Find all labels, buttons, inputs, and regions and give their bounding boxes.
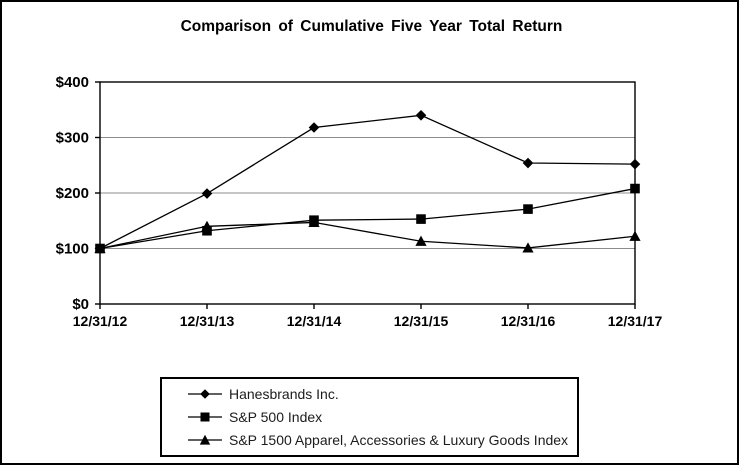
chart-legend: Hanesbrands Inc. S&P 500 Index S&P 1500 … [160, 377, 579, 457]
legend-item-sp500: S&P 500 Index [188, 409, 577, 425]
y-axis-label: $0 [72, 296, 89, 313]
triangle-marker [415, 235, 427, 246]
square-marker [630, 183, 640, 194]
y-axis-label: $300 [56, 130, 89, 147]
x-axis-label: 12/31/12 [73, 313, 128, 329]
triangle-marker [522, 242, 534, 253]
y-axis-label: $100 [56, 241, 89, 258]
diamond-marker [415, 110, 427, 121]
series-line-square [99, 187, 636, 250]
square-marker [523, 204, 533, 214]
square-marker [95, 243, 105, 254]
triangle-marker [629, 230, 641, 241]
y-axis-label: $400 [56, 74, 89, 91]
series-line-diamond [99, 114, 636, 250]
square-marker [309, 215, 319, 225]
x-axis-label: 12/31/15 [394, 313, 449, 329]
y-axis-label: $200 [56, 185, 89, 202]
diamond-marker [201, 188, 213, 199]
diamond-marker [522, 157, 534, 169]
chart-title: Comparison of Cumulative Five Year Total… [180, 18, 563, 35]
legend-item-hanesbrands: Hanesbrands Inc. [188, 386, 577, 402]
x-axis-label: 12/31/17 [608, 313, 663, 329]
diamond-marker [308, 122, 320, 133]
x-axis-label: 12/31/16 [501, 313, 556, 329]
x-axis-label: 12/31/13 [180, 313, 235, 329]
square-marker [202, 225, 212, 236]
legend-label: S&P 500 Index [229, 409, 323, 425]
series-line-triangle [99, 221, 636, 250]
legend-item-sp1500-apparel: S&P 1500 Apparel, Accessories & Luxury G… [188, 432, 577, 448]
legend-label: S&P 1500 Apparel, Accessories & Luxury G… [229, 432, 569, 448]
triangle-marker-icon [188, 434, 222, 445]
x-axis-label: 12/31/14 [287, 313, 342, 329]
legend-label: Hanesbrands Inc. [229, 386, 339, 402]
diamond-marker-icon [188, 389, 222, 399]
diamond-marker [629, 158, 641, 170]
square-marker-icon [188, 412, 222, 422]
square-marker [416, 214, 426, 224]
